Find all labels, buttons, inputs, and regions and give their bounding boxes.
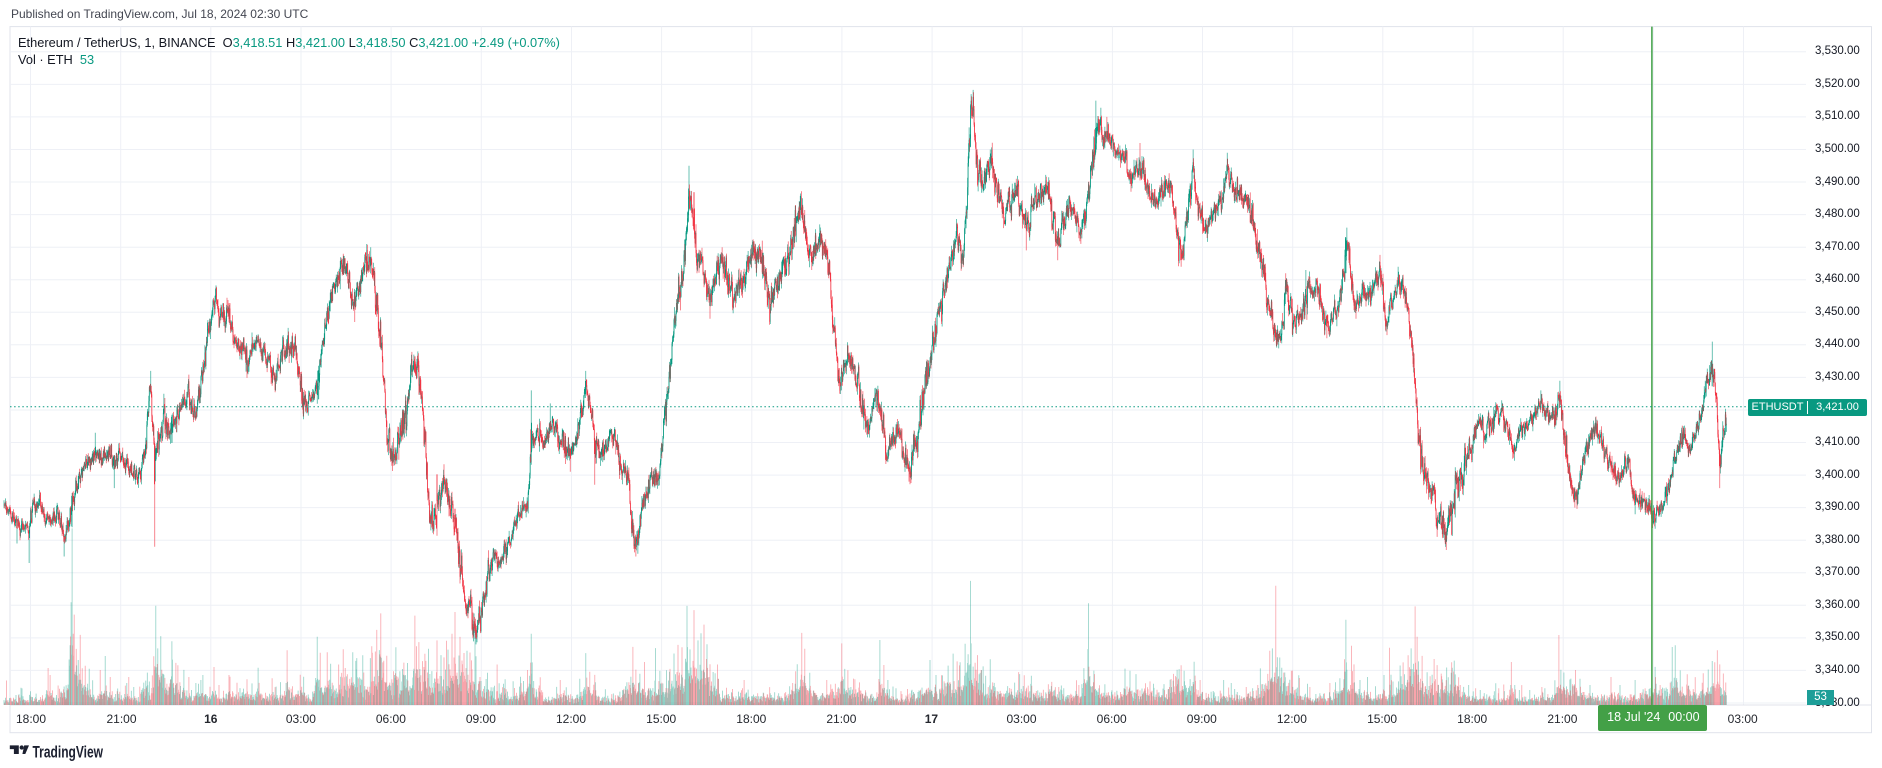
svg-text:TradingView: TradingView — [33, 743, 104, 761]
